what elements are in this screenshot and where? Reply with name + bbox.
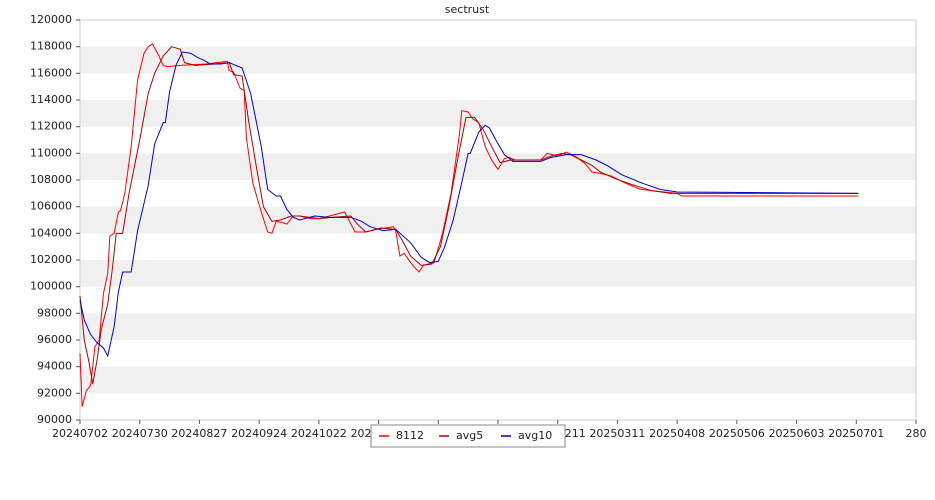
y-tick-label: 114000	[30, 93, 72, 106]
x-tick-label: 280	[906, 427, 927, 440]
y-tick-label: 112000	[30, 120, 72, 133]
y-tick-label: 96000	[37, 333, 72, 346]
y-tick-label: 98000	[37, 306, 72, 319]
x-tick-label: 20240924	[231, 427, 287, 440]
grid-band	[80, 46, 916, 74]
y-tick-label: 118000	[30, 40, 72, 53]
y-tick-label: 116000	[30, 66, 72, 79]
grid-band	[80, 206, 916, 234]
y-tick-label: 104000	[30, 226, 72, 239]
x-tick-label: 20250701	[828, 427, 884, 440]
grid-band	[80, 100, 916, 127]
y-tick-label: 108000	[30, 173, 72, 186]
y-tick-label: 110000	[30, 146, 72, 159]
x-tick-label: 20240827	[171, 427, 227, 440]
y-tick-label: 120000	[30, 13, 72, 26]
y-tick-label: 100000	[30, 280, 72, 293]
x-tick-label: 20240730	[112, 427, 168, 440]
legend-label: avg10	[518, 429, 552, 442]
y-tick-label: 94000	[37, 360, 72, 373]
legend: 8112 avg5 avg10	[370, 424, 566, 448]
legend-box	[370, 424, 566, 448]
y-tick-label: 90000	[37, 413, 72, 426]
x-tick-label: 20250603	[769, 427, 825, 440]
chart-title: sectrust	[445, 3, 490, 16]
grid-band	[80, 313, 916, 340]
grid-band	[80, 366, 916, 394]
grid-band	[80, 153, 916, 180]
series-line	[79, 43, 859, 407]
x-tick-label: 20250311	[589, 427, 645, 440]
y-tick-label: 92000	[37, 386, 72, 399]
x-tick-label: 20240702	[52, 427, 108, 440]
x-tick-label: 20250506	[709, 427, 765, 440]
x-tick-label: 20250408	[649, 427, 705, 440]
y-tick-label: 102000	[30, 253, 72, 266]
series-line	[79, 51, 859, 358]
x-tick-label: 20241022	[291, 427, 347, 440]
series-line	[79, 46, 859, 385]
y-tick-label: 106000	[30, 200, 72, 213]
grid-band	[80, 260, 916, 287]
legend-label: 8112	[396, 429, 424, 442]
legend-label: avg5	[456, 429, 483, 442]
